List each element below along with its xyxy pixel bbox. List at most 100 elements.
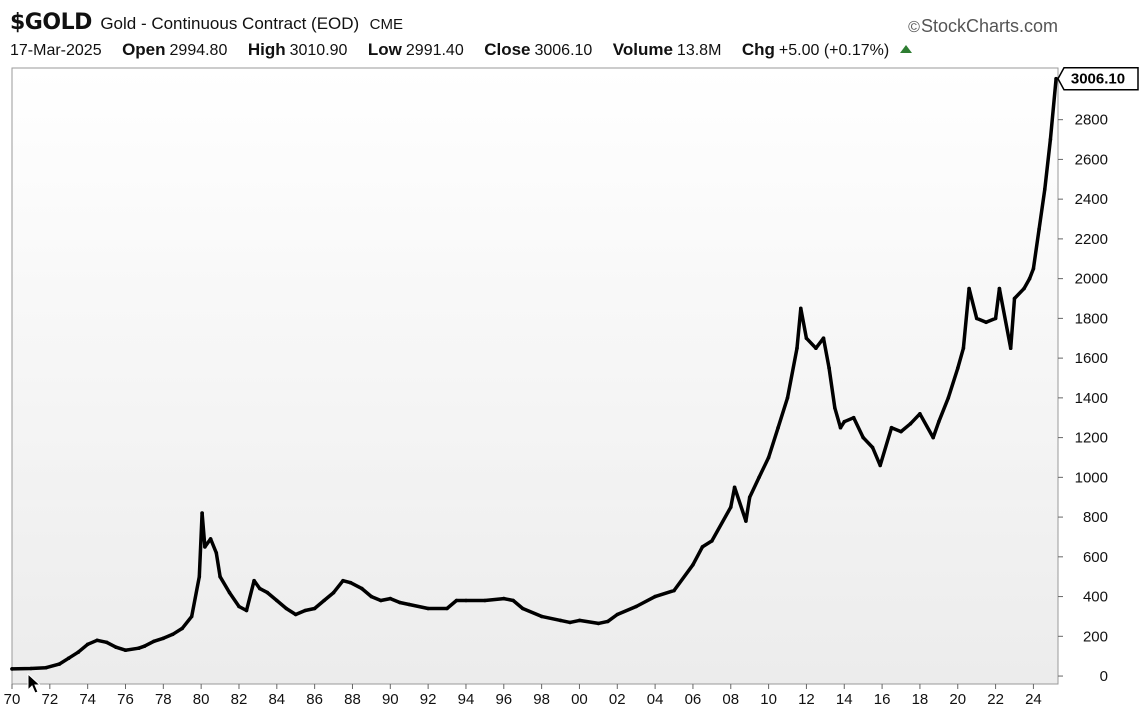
price-point [258,586,262,591]
price-point [908,421,913,426]
price-point [331,590,336,595]
y-tick-label: 2000 [1075,271,1108,288]
x-tick-label: 00 [571,691,588,708]
price-point [208,537,213,541]
price-point [398,600,402,605]
stockcharts-brand[interactable]: ©StockCharts.com [908,16,1058,37]
price-point [1031,266,1036,271]
price-point [984,320,988,325]
price-point [889,425,894,430]
x-tick-label: 06 [685,691,702,708]
x-tick-label: 04 [647,691,664,708]
price-point [520,606,525,611]
x-tick-label: 78 [155,691,172,708]
price-point [878,463,882,468]
price-point [785,396,790,400]
price-point [1054,76,1058,81]
price-point [851,415,856,420]
copyright-icon: © [908,19,920,36]
price-point [203,545,207,549]
price-point [197,574,202,579]
price-point [967,286,971,291]
price-point [1037,227,1041,231]
price-point [776,425,780,430]
x-tick-label: 98 [533,691,550,708]
y-tick-label: 2200 [1075,231,1108,248]
x-axis: 70 72 74 76 78 80 82 84 86 88 90 92 94 96 98 00 02 04 06 08… [4,684,1042,708]
x-tick-label: 90 [382,691,399,708]
price-point [729,505,733,509]
price-point [76,650,80,654]
price-point [747,495,752,500]
price-point [369,594,374,599]
price-point [123,648,128,652]
series-layer [10,76,1058,671]
price-point [200,511,204,515]
y-tick-label: 2600 [1075,151,1108,168]
x-tick-label: 24 [1025,691,1042,708]
y-tick-label: 1800 [1075,310,1108,327]
up-triangle-icon [899,45,912,53]
price-point [312,606,317,611]
price-point [348,580,353,585]
x-tick-label: 80 [193,691,210,708]
chart-header-title-row: $GOLD Gold - Continuous Contract (EOD) C… [10,10,403,40]
close-label: Close [484,40,531,59]
price-point [766,455,771,460]
price-point [293,612,298,617]
mouse-cursor-icon [27,672,42,694]
price-point [691,563,695,567]
x-tick-label: 72 [41,691,58,708]
y-tick-label: 2400 [1075,191,1108,208]
price-point [974,316,979,321]
x-tick-label: 18 [912,691,929,708]
x-tick-label: 70 [4,691,21,708]
price-point [732,485,737,490]
price-point [1022,286,1026,291]
x-tick-label: 08 [722,691,739,708]
price-point [275,598,279,603]
price-point [445,606,449,611]
price-point [1043,187,1047,191]
x-tick-label: 92 [420,691,437,708]
price-point [244,608,249,613]
price-point [1027,276,1032,281]
change-value: +5.00 (+0.17%) [778,42,890,59]
price-point [596,621,601,626]
price-point [827,366,831,370]
price-point [464,598,468,603]
x-tick-label: 88 [344,691,361,708]
price-point [1048,137,1053,142]
price-point [214,551,219,555]
y-tick-label: 1200 [1075,430,1108,447]
price-point [114,645,118,649]
y-tick-label: 600 [1083,549,1108,566]
price-point [322,598,326,603]
exchange-label: CME [369,16,403,33]
price-point [407,602,412,607]
high-value: 3010.90 [289,42,348,59]
last-value-label: 3006.10 [1071,71,1125,88]
price-point [799,306,803,311]
price-point [152,639,156,644]
price-point [918,412,922,416]
price-point [189,614,194,619]
price-point [795,346,799,351]
price-point [931,435,935,440]
x-tick-label: 22 [987,691,1004,708]
price-point [502,596,506,601]
price-point [95,638,99,643]
price-point [821,336,826,341]
x-tick-label: 12 [798,691,815,708]
last-value-box [1057,66,1139,91]
open-label: Open [122,40,166,59]
price-point [44,665,48,670]
price-point [511,598,515,603]
x-tick-label: 02 [609,691,626,708]
low-value: 2991.40 [405,42,464,59]
price-point [341,578,345,583]
x-tick-label: 20 [949,691,966,708]
x-tick-label: 94 [458,691,475,708]
price-point [171,632,175,637]
